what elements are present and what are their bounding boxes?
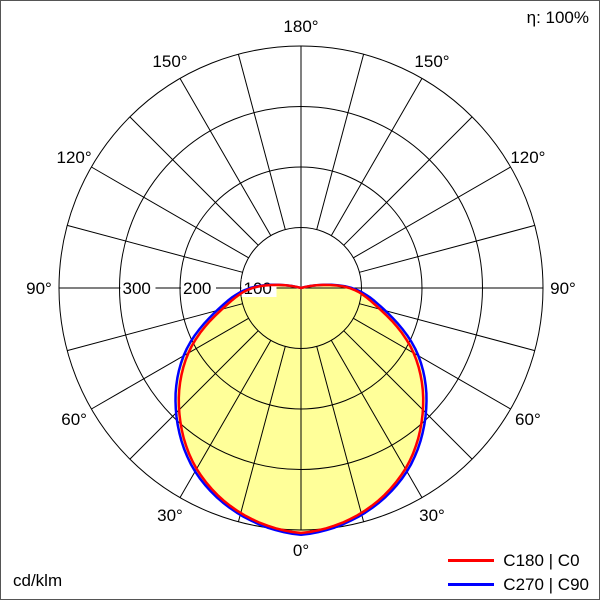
curve-c270-c90 (174, 283, 428, 537)
angle-label-60-right: 60° (515, 410, 541, 429)
legend: C180 | C0 C270 | C90 (448, 552, 589, 593)
grid-spoke (67, 224, 243, 273)
legend-line-blue (448, 583, 495, 586)
grid-spoke (343, 330, 473, 460)
legend-label-c180-c0: C180 | C0 (503, 551, 580, 570)
ring-label-200: 200 (183, 279, 211, 298)
legend-item-c270-c90: C270 | C90 (448, 576, 589, 593)
angle-label-120-right: 120° (510, 148, 545, 167)
legend-label-c270-c90: C270 | C90 (503, 575, 589, 594)
ring-label-100: 100 (244, 279, 272, 298)
ring-label-bg (120, 279, 156, 297)
angle-label-150-left: 150° (152, 52, 187, 71)
grid-spoke (237, 54, 286, 230)
grid-spoke (359, 303, 535, 352)
efficiency-label: η: 100% (526, 8, 589, 27)
grid-spoke (91, 166, 249, 259)
angle-label-120-left: 120° (57, 148, 92, 167)
grid-spoke (129, 330, 259, 460)
angle-label-180: 180° (283, 17, 318, 36)
angle-label-150-right: 150° (414, 52, 449, 71)
ring-label-300: 300 (123, 279, 151, 298)
grid-spoke (237, 346, 286, 522)
legend-item-c180-c0: C180 | C0 (448, 552, 589, 569)
grid-spoke (359, 224, 535, 273)
grid-spoke (330, 78, 423, 236)
unit-label: cd/klm (13, 571, 63, 590)
ring-label-bg (241, 279, 277, 297)
grid-spoke (343, 116, 473, 246)
angle-label-0: 0° (293, 541, 309, 560)
grid-spoke (353, 166, 511, 259)
angle-label-60-left: 60° (61, 410, 87, 429)
ring-label-bg (181, 279, 216, 297)
angle-label-30-right: 30° (419, 506, 445, 525)
curve-c180-c0 (177, 283, 425, 535)
grid-spoke (129, 116, 259, 246)
grid-spoke (91, 317, 249, 410)
grid-spoke (179, 78, 272, 236)
angle-label-90-right: 90° (550, 279, 576, 298)
grid-spoke (353, 317, 511, 410)
legend-line-red (448, 559, 495, 562)
angle-label-90-left: 90° (26, 279, 52, 298)
grid-spoke (316, 346, 365, 522)
grid-spoke (67, 303, 243, 352)
angle-label-30-left: 30° (157, 506, 183, 525)
grid-spoke (316, 54, 365, 230)
